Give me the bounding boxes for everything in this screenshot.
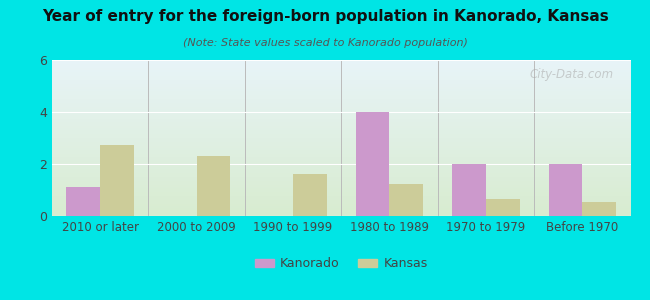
Bar xyxy=(389,184,423,216)
Bar xyxy=(293,174,327,216)
Text: City-Data.com: City-Data.com xyxy=(529,68,613,81)
Bar xyxy=(486,199,519,216)
Text: (Note: State values scaled to Kanorado population): (Note: State values scaled to Kanorado p… xyxy=(183,38,467,47)
Bar xyxy=(100,145,134,216)
Bar xyxy=(549,164,582,216)
Bar xyxy=(582,202,616,216)
Bar xyxy=(356,112,389,216)
Legend: Kanorado, Kansas: Kanorado, Kansas xyxy=(250,252,432,275)
Bar xyxy=(66,188,100,216)
Bar xyxy=(196,156,230,216)
Text: Year of entry for the foreign-born population in Kanorado, Kansas: Year of entry for the foreign-born popul… xyxy=(42,9,608,24)
Bar xyxy=(452,164,486,216)
